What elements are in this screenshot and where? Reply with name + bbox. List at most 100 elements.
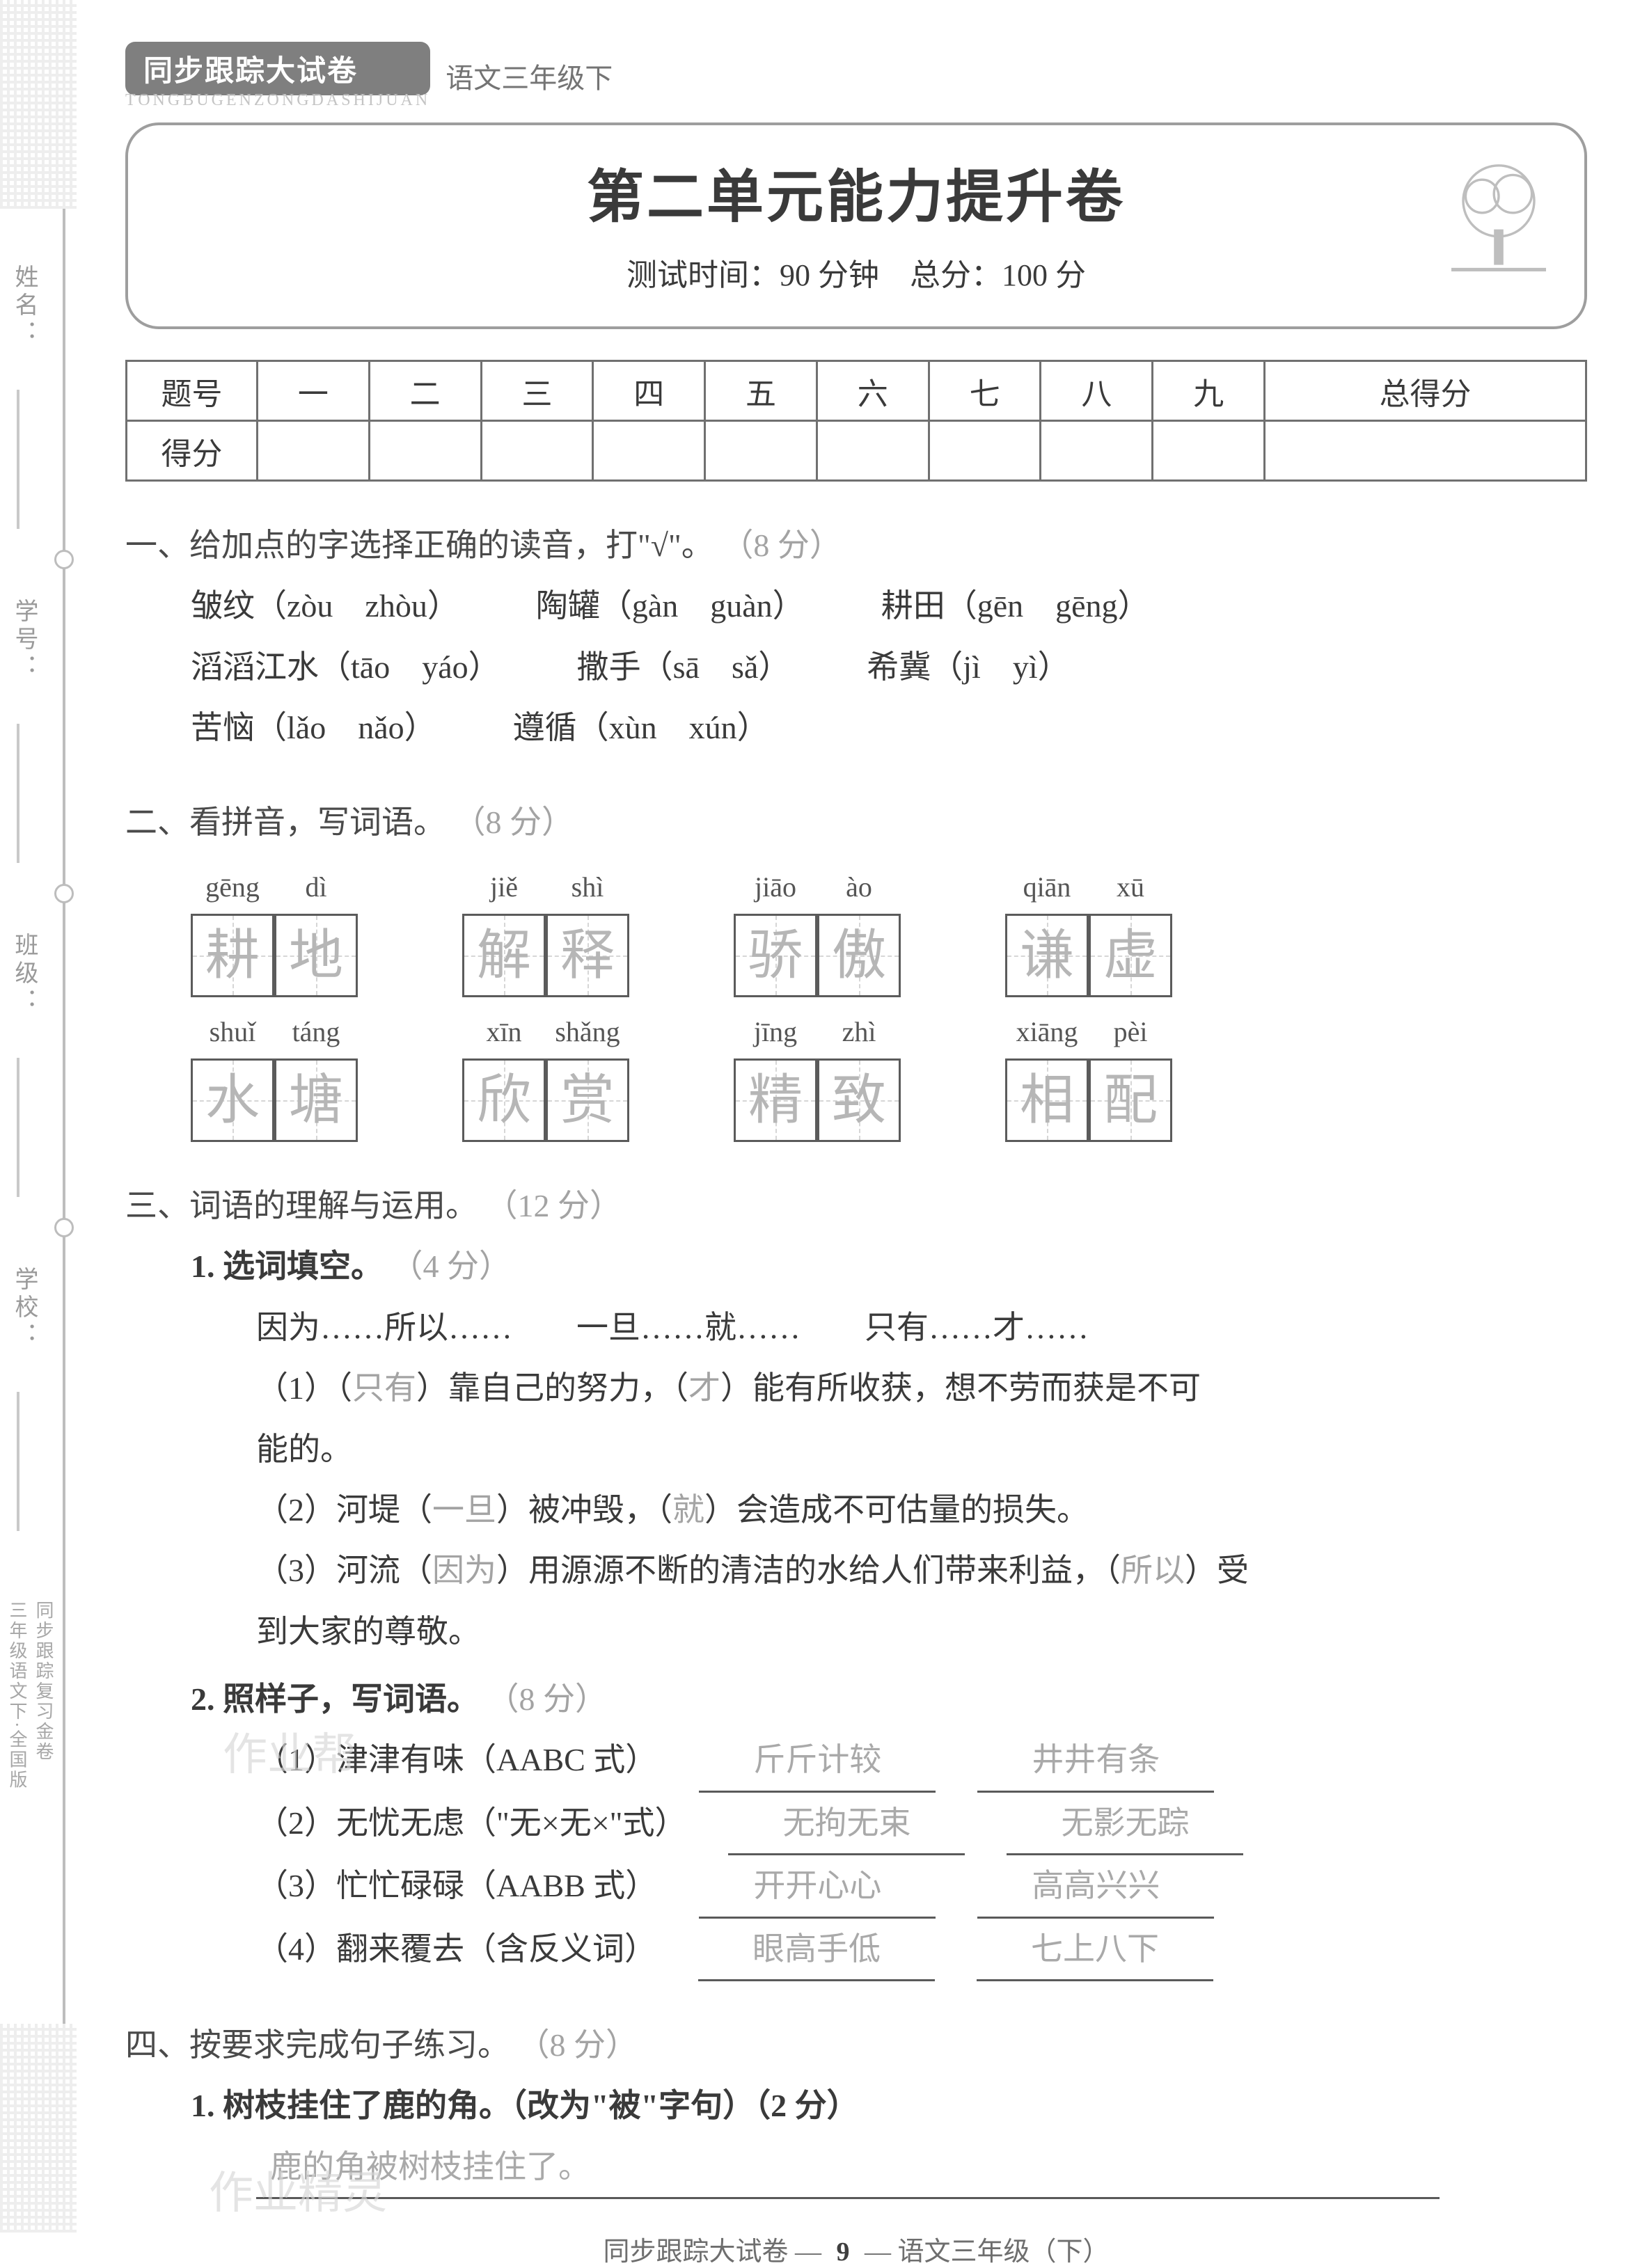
check-icon: √ [651, 528, 668, 563]
footer-page-number: 9 [828, 2237, 858, 2267]
hanzi-box[interactable]: 致 [817, 1058, 901, 1142]
q3-s2-label: （2）无忧无虑（"无×无×"式） [256, 1793, 686, 1853]
score-cell[interactable] [481, 421, 593, 481]
hanzi-box[interactable]: 赏 [546, 1058, 629, 1142]
q4-s1-answer[interactable]: 鹿的角被树枝挂住了。 [256, 2136, 1440, 2199]
q1-item: 希冀（jì yì） [867, 637, 1069, 697]
q3-s2-answer[interactable]: 无拘无束 [728, 1793, 965, 1855]
hanzi-box[interactable]: 耕 [191, 914, 274, 997]
q2-points: （8 分） [454, 804, 574, 840]
hanzi-box[interactable]: 相 [1005, 1058, 1089, 1142]
score-cell[interactable] [593, 421, 705, 481]
q3-s1-item-tail: 到大家的尊敬。 [125, 1601, 1587, 1662]
score-cell[interactable] [1041, 421, 1153, 481]
score-col: 六 [817, 361, 929, 421]
q1-row: 滔滔江水（tāo yáo） 撒手（sā sǎ） 希冀（jì yì） [125, 637, 1587, 697]
q1-title-b: "。 [668, 528, 713, 563]
q3-points: （12 分） [486, 1188, 622, 1223]
q3-s2-label: （1）津津有味（AABC 式） [256, 1729, 657, 1790]
q3-s2-answer[interactable]: 眼高手低 [698, 1919, 935, 1981]
q3-s2-label: （3）忙忙碌碌（AABB 式） [256, 1855, 657, 1916]
q3-title-row: 三、词语的理解与运用。 （12 分） [125, 1175, 1587, 1236]
score-col: 四 [593, 361, 705, 421]
q3-s2-answer[interactable]: 斤斤计较 [699, 1729, 936, 1792]
score-cell[interactable] [929, 421, 1041, 481]
hanzi-box[interactable]: 解 [462, 914, 546, 997]
score-cell[interactable] [1153, 421, 1265, 481]
hanzi-box[interactable]: 谦 [1005, 914, 1089, 997]
hanzi-box[interactable]: 欣 [462, 1058, 546, 1142]
header-subject: 语文三年级下 [446, 56, 613, 96]
hanzi-char: 塘 [289, 1049, 343, 1152]
spine-line [63, 209, 65, 2024]
q1-points: （8 分） [721, 528, 842, 563]
q3-s2-points: （8 分） [487, 1681, 608, 1717]
score-cell[interactable] [705, 421, 817, 481]
spine-field-line [17, 724, 19, 863]
q1-item: 遵循（xùn xún） [513, 697, 769, 758]
hanzi-box[interactable]: 骄 [734, 914, 817, 997]
hanzi-group: qiānxū谦虚 [1005, 861, 1172, 997]
footer-left: 同步跟踪大试卷 [603, 2237, 788, 2267]
hanzi-box[interactable]: 虚 [1089, 914, 1172, 997]
title-panel: 第二单元能力提升卷 测试时间：90 分钟 总分：100 分 [125, 122, 1587, 329]
q3-s1-points: （4 分） [391, 1248, 512, 1284]
score-col: 二 [369, 361, 481, 421]
q1-item: 苦恼（lǎo nǎo） [191, 697, 436, 758]
spine-ornament-top [0, 0, 77, 209]
hanzi-box[interactable]: 释 [546, 914, 629, 997]
score-cell[interactable] [258, 421, 370, 481]
q1-item: 耕田（gēn gēng） [881, 576, 1150, 636]
score-col: 九 [1153, 361, 1265, 421]
spine-bottom-1: 同步跟踪复习金卷 [31, 1601, 56, 1762]
hanzi-box[interactable]: 配 [1089, 1058, 1172, 1142]
score-header-row: 题号 一 二 三 四 五 六 七 八 九 总得分 [127, 361, 1586, 421]
hanzi-box[interactable]: 水 [191, 1058, 274, 1142]
q3-s1-choices: 因为……所以…… 一旦……就…… 只有……才…… [125, 1297, 1587, 1358]
q2-row: gēngdì耕地jiěshì解释jiāoào骄傲qiānxū谦虚 [125, 861, 1587, 997]
q3-s2-title: 2. 照样子，写词语。 [191, 1681, 479, 1717]
q3-s2-answer[interactable]: 七上八下 [977, 1919, 1213, 1981]
q3-s2-title-row: 2. 照样子，写词语。 （8 分） [125, 1669, 1587, 1729]
score-cell[interactable] [369, 421, 481, 481]
hanzi-box[interactable]: 傲 [817, 914, 901, 997]
hanzi-box[interactable]: 地 [274, 914, 358, 997]
q3-s2-answer[interactable]: 井井有条 [977, 1729, 1214, 1792]
q1-row: 皱纹（zòu zhòu） 陶罐（gàn guàn） 耕田（gēn gēng） [125, 576, 1587, 636]
hanzi-group: gēngdì耕地 [191, 861, 358, 997]
q4-title: 四、按要求完成句子练习。 [125, 2027, 510, 2063]
spine-field-line [17, 390, 19, 529]
hanzi-group: jīngzhì精致 [734, 1006, 901, 1142]
q4-points: （8 分） [518, 2027, 638, 2063]
header-badge: 同步跟踪大试卷 [125, 42, 430, 95]
q1-row: 苦恼（lǎo nǎo） 遵循（xùn xún） [125, 697, 1587, 758]
q4-s1-title: 1. 树枝挂住了鹿的角。（改为"被"字句）（2 分） [125, 2075, 1587, 2136]
score-col: 五 [705, 361, 817, 421]
hanzi-char: 赏 [560, 1049, 615, 1152]
hanzi-char: 欣 [477, 1049, 531, 1152]
q3-s1-item: （1）（只有）靠自己的努力，（才）能有所收获，想不劳而获是不可 [125, 1358, 1587, 1418]
q4-s1-answer-row: 鹿的角被树枝挂住了。 [125, 2136, 1587, 2199]
hanzi-group: jiěshì解释 [462, 861, 629, 997]
q3-s2-row: （4）翻来覆去（含反义词）眼高手低七上八下 [125, 1919, 1587, 1981]
score-cell[interactable] [1265, 421, 1586, 481]
hanzi-box[interactable]: 精 [734, 1058, 817, 1142]
score-table: 题号 一 二 三 四 五 六 七 八 九 总得分 得分 [125, 360, 1587, 482]
hanzi-box[interactable]: 塘 [274, 1058, 358, 1142]
hanzi-char: 骄 [748, 904, 803, 1007]
q3-s2-row: （1）津津有味（AABC 式） 斤斤计较井井有条 [125, 1729, 1587, 1792]
q3-s1-item: （3）河流（因为）用源源不断的清洁的水给人们带来利益，（所以）受 [125, 1540, 1587, 1601]
footer-right: 语文三年级（下） [898, 2237, 1110, 2267]
spine-label-id: 学号： [7, 598, 41, 682]
q3-s2-answer[interactable]: 高高兴兴 [977, 1855, 1214, 1918]
spine-label-school: 学校： [7, 1267, 41, 1350]
q2-title: 二、看拼音，写词语。 [125, 804, 446, 840]
q3-s2-answer[interactable]: 开开心心 [699, 1855, 936, 1918]
q1-title-a: 一、给加点的字选择正确的读音，打" [125, 528, 651, 563]
exam-title: 第二单元能力提升卷 [156, 150, 1556, 233]
q3-s2-answer[interactable]: 无影无踪 [1007, 1793, 1243, 1855]
q3-s1-title-row: 1. 选词填空。 （4 分） [125, 1236, 1587, 1296]
q4-title-row: 四、按要求完成句子练习。 （8 分） [125, 2015, 1587, 2075]
score-cell[interactable] [817, 421, 929, 481]
q1-item: 皱纹（zòu zhòu） [191, 576, 459, 636]
